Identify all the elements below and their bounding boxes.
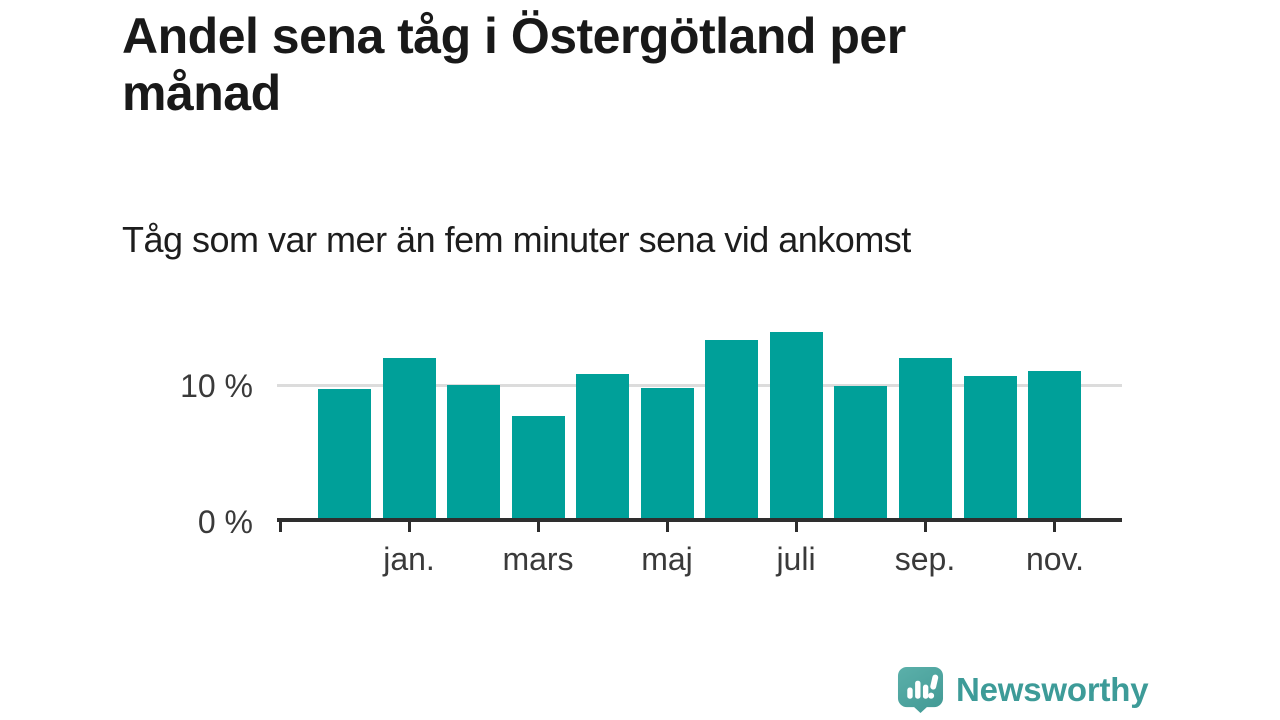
x-axis-tick	[924, 522, 927, 532]
x-axis-tick	[279, 522, 282, 532]
newsworthy-logo: Newsworthy	[897, 666, 1149, 713]
x-tick-label: maj	[641, 541, 693, 577]
x-axis-tick	[1053, 522, 1056, 532]
bar	[641, 388, 694, 520]
gridline	[277, 384, 1122, 387]
x-axis-line	[277, 518, 1122, 522]
x-tick-label: sep.	[894, 541, 956, 577]
x-tick-label: mars	[502, 541, 574, 577]
y-axis-label-0: 0 %	[197, 504, 253, 540]
bar	[512, 416, 565, 520]
bar	[447, 385, 500, 520]
bar	[964, 376, 1017, 520]
bar	[705, 340, 758, 520]
bar	[899, 358, 952, 520]
x-axis-tick	[537, 522, 540, 532]
newsworthy-badge-icon	[897, 666, 944, 713]
bar	[834, 386, 887, 520]
bar	[770, 332, 823, 520]
chart-title: Andel sena tåg i Östergötland per månad	[122, 8, 906, 121]
bar	[383, 358, 436, 520]
x-tick-label: nov.	[1025, 541, 1085, 577]
x-axis-tick	[666, 522, 669, 532]
chart-subtitle: Tåg som var mer än fem minuter sena vid …	[122, 219, 911, 260]
x-axis-tick	[795, 522, 798, 532]
bar	[1028, 371, 1081, 520]
x-tick-label: juli	[776, 541, 816, 577]
bar	[318, 389, 371, 520]
newsworthy-wordmark: Newsworthy	[956, 670, 1149, 708]
y-axis-label-10: 10 %	[180, 368, 253, 404]
x-tick-label: jan.	[383, 541, 435, 577]
x-axis-tick	[408, 522, 411, 532]
bar	[576, 374, 629, 520]
